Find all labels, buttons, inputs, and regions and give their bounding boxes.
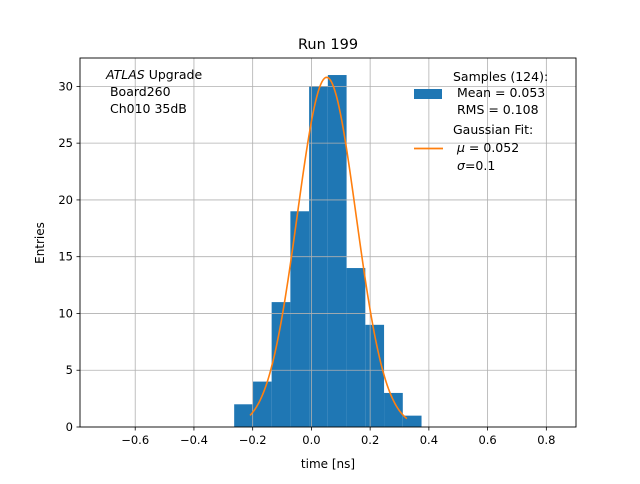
atlas-annotation: ATLAS Upgrade Board260 Ch010 35dB bbox=[105, 67, 202, 116]
y-axis-ticks: 0 5 10 15 20 25 30 bbox=[58, 79, 80, 434]
x-tick-label: −0.2 bbox=[239, 433, 267, 447]
legend-samples-patch bbox=[414, 89, 442, 99]
histogram-bar bbox=[365, 324, 385, 427]
histogram-bar bbox=[271, 302, 291, 427]
y-axis-label: Entries bbox=[33, 222, 47, 264]
chart-title: Run 199 bbox=[298, 37, 358, 53]
y-tick-label: 30 bbox=[58, 79, 73, 93]
annotation-line-3: Ch010 35dB bbox=[106, 101, 187, 116]
y-tick-label: 20 bbox=[58, 193, 73, 207]
histogram-bar bbox=[234, 404, 253, 427]
x-tick-label: −0.6 bbox=[121, 433, 149, 447]
gaussian-fit-curve bbox=[249, 76, 408, 420]
legend-samples-mean: Mean = 0.053 bbox=[453, 85, 545, 100]
histogram-bar bbox=[384, 392, 403, 427]
y-tick-label: 5 bbox=[66, 363, 73, 377]
histogram-bar bbox=[402, 415, 422, 427]
y-tick-label: 0 bbox=[66, 420, 73, 434]
x-tick-label: 0.0 bbox=[302, 433, 320, 447]
legend-fit-mu: μ = 0.052 bbox=[456, 140, 519, 155]
plot-frame bbox=[79, 57, 577, 428]
y-tick-label: 25 bbox=[58, 136, 73, 150]
annotation-line-1: ATLAS Upgrade bbox=[105, 67, 202, 82]
x-axis-label: time [ns] bbox=[301, 457, 355, 471]
annotation-line-2: Board260 bbox=[106, 84, 171, 99]
x-tick-label: 0.6 bbox=[478, 433, 496, 447]
legend-fit-title: Gaussian Fit: bbox=[453, 122, 533, 137]
legend-samples-title: Samples (124): bbox=[453, 69, 548, 84]
legend-samples-rms: RMS = 0.108 bbox=[453, 102, 539, 117]
histogram-bar bbox=[327, 75, 347, 428]
x-tick-label: 0.4 bbox=[420, 433, 438, 447]
histogram-bars bbox=[234, 75, 422, 428]
y-tick-label: 10 bbox=[58, 306, 73, 320]
legend-fit-sigma: σ=0.1 bbox=[457, 158, 495, 173]
legend: Samples (124): Mean = 0.053 RMS = 0.108 … bbox=[414, 69, 548, 173]
x-axis-ticks: −0.6 −0.4 −0.2 0.0 0.2 0.4 0.6 0.8 bbox=[121, 427, 555, 447]
histogram-bar bbox=[252, 381, 272, 427]
histogram-bar bbox=[346, 268, 366, 427]
x-tick-label: 0.8 bbox=[537, 433, 555, 447]
y-tick-label: 15 bbox=[58, 250, 73, 264]
x-tick-label: 0.2 bbox=[361, 433, 379, 447]
x-tick-label: −0.4 bbox=[180, 433, 208, 447]
histogram-bar bbox=[290, 211, 310, 427]
